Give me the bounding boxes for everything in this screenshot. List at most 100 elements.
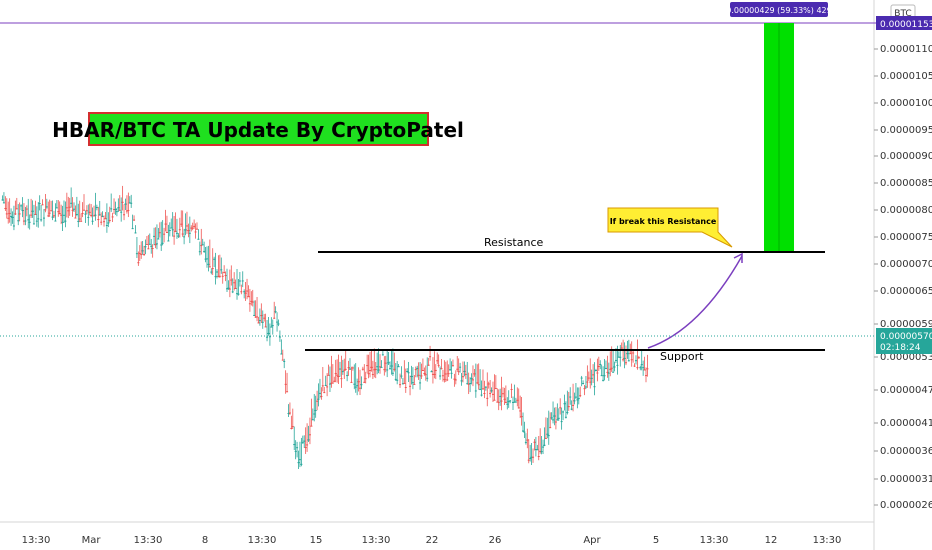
target-price-label: 0.00001153 [880, 20, 932, 30]
candle-body [433, 373, 436, 375]
target-price-badge [876, 16, 932, 30]
candle-body [177, 235, 180, 237]
x-tick-label: 26 [489, 535, 502, 546]
candle-body [133, 219, 136, 221]
candle-body [343, 369, 346, 371]
candle-body [270, 326, 273, 328]
candle-body [277, 323, 280, 325]
candle-body [104, 218, 107, 220]
candle-body [522, 430, 525, 432]
candle-body [389, 368, 392, 370]
candle-body [123, 214, 126, 216]
x-tick-label: 5 [653, 535, 659, 546]
projection-arrow[interactable] [647, 255, 743, 349]
candle-body [483, 393, 486, 395]
candle-body [5, 213, 8, 215]
candle-body [570, 408, 573, 410]
candle-body [91, 220, 94, 222]
candle-body [346, 375, 349, 377]
candle-body [260, 315, 263, 317]
candle-body [443, 378, 446, 380]
candle-body [160, 244, 163, 246]
candle-body [231, 291, 234, 293]
x-tick-label: 8 [202, 535, 208, 546]
candle-body [510, 388, 513, 390]
resistance-label: Resistance [484, 236, 544, 249]
candle-body [103, 221, 106, 223]
candle-body [80, 220, 83, 222]
candle-body [338, 368, 341, 370]
candle-body [280, 353, 283, 355]
candle-body [311, 419, 314, 421]
candle-body [22, 220, 25, 222]
candle-body [32, 223, 35, 225]
candle-body [593, 386, 596, 388]
candle-body [28, 221, 31, 223]
candle-body [493, 399, 496, 401]
candle-body [147, 248, 150, 250]
candle-body [639, 367, 642, 369]
candle-body [580, 377, 583, 379]
candle-body [191, 227, 194, 229]
currency-label: BTC [894, 9, 911, 19]
candle-body [384, 362, 387, 364]
candle-body [574, 396, 577, 398]
candle-body [420, 375, 423, 377]
candle-body [371, 374, 374, 376]
candle-body [590, 377, 593, 379]
candle-body [487, 383, 490, 385]
callout[interactable]: If break this Resistance [607, 207, 733, 248]
candle-body [298, 459, 301, 461]
candle-body [214, 276, 217, 278]
candle-body [524, 441, 527, 443]
candle-body [85, 210, 88, 212]
candle-body [130, 202, 133, 204]
candle-body [34, 213, 37, 215]
candle-body [509, 400, 512, 402]
candle-body [30, 214, 33, 216]
candle-body [359, 387, 361, 389]
candle-body [218, 275, 221, 277]
candle-body [201, 244, 204, 246]
candle-body [317, 398, 320, 400]
candle-body [101, 215, 104, 217]
candle-body [175, 232, 178, 234]
candle-body [27, 219, 30, 221]
candle-body [427, 364, 430, 366]
candle-body [440, 368, 443, 370]
candle-body [586, 381, 589, 383]
candle-body [479, 388, 482, 390]
candle-body [253, 314, 256, 316]
projection-arrowhead [733, 252, 743, 263]
candle-body [603, 375, 606, 377]
candle-body [213, 258, 216, 260]
candle-body [1, 199, 4, 201]
candle-body [406, 371, 409, 373]
candle-body [599, 364, 602, 366]
candle-body [55, 207, 58, 209]
candle-body [174, 230, 177, 232]
candle-body [121, 201, 124, 203]
candle-body [273, 317, 276, 319]
candle-body [193, 225, 196, 227]
x-tick-label: Mar [82, 535, 102, 546]
candle-body [143, 253, 146, 255]
candle-body [87, 216, 90, 218]
candle-body [554, 421, 557, 423]
candle-body [141, 250, 144, 252]
candle-body [614, 359, 617, 361]
candle-body [613, 366, 616, 368]
candle-body [240, 291, 243, 293]
candle-body [194, 231, 197, 233]
candle-body [145, 243, 148, 245]
candle-body [507, 401, 510, 403]
candle-body [480, 394, 483, 396]
